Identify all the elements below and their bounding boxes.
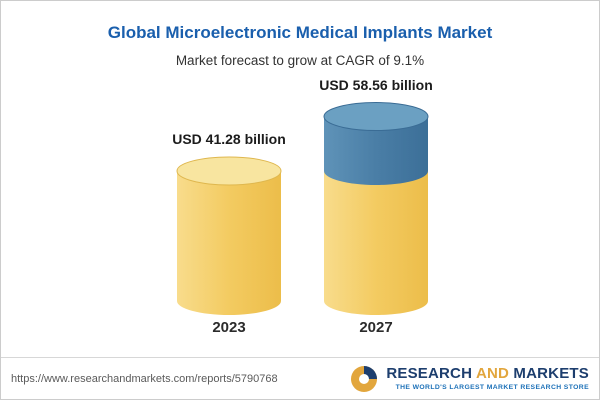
- logo-text: RESEARCH AND MARKETS THE WORLD'S LARGEST…: [386, 366, 589, 391]
- logo-word-markets: MARKETS: [513, 365, 589, 382]
- bar-category-2027: 2027: [359, 319, 393, 336]
- bar-value-label-2023: USD 41.28 billion: [172, 130, 286, 147]
- bar-value-label-2027: USD 58.56 billion: [319, 76, 433, 93]
- logo-word-and: AND: [475, 365, 510, 382]
- research-and-markets-logo: RESEARCH AND MARKETS THE WORLD'S LARGEST…: [349, 364, 589, 394]
- chart-title: Global Microelectronic Medical Implants …: [107, 23, 493, 42]
- report-url: https://www.researchandmarkets.com/repor…: [11, 372, 278, 385]
- logo-mark-icon: [351, 365, 378, 392]
- bar-chart: [176, 102, 429, 315]
- bar-category-2023: 2023: [212, 319, 246, 336]
- footer: https://www.researchandmarkets.com/repor…: [1, 357, 599, 399]
- logo-tagline: THE WORLD'S LARGEST MARKET RESEARCH STOR…: [395, 384, 589, 391]
- chart-subtitle: Market forecast to grow at CAGR of 9.1%: [175, 53, 425, 68]
- logo-wordmark: RESEARCH AND MARKETS: [386, 366, 589, 381]
- logo-word-research: RESEARCH: [386, 365, 473, 382]
